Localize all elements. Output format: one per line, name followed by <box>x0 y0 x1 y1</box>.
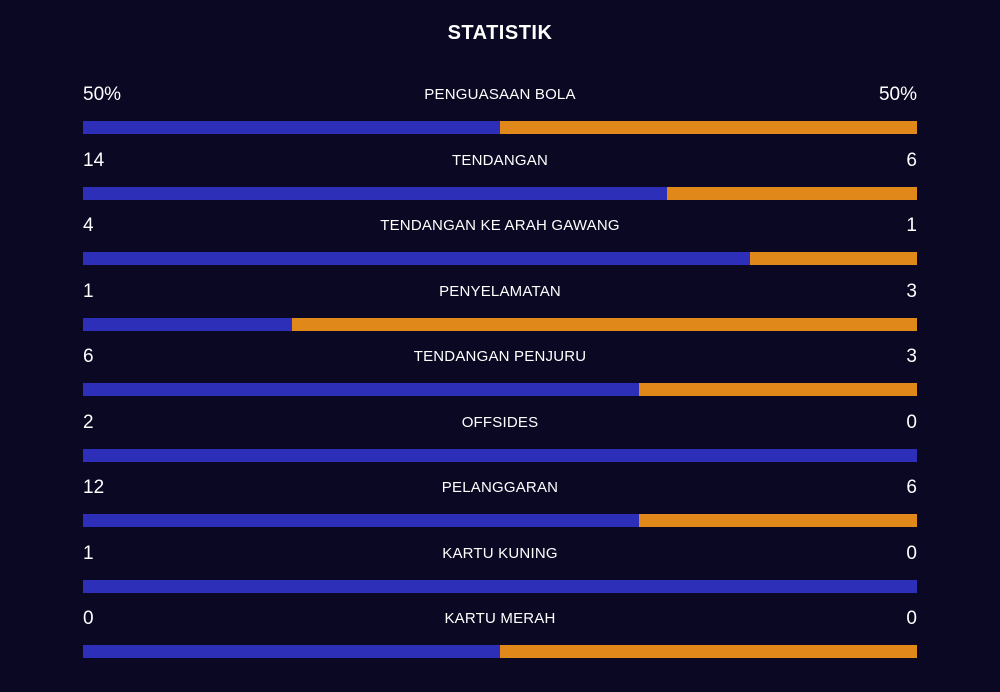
home-value: 14 <box>83 149 105 171</box>
comparison-bar <box>83 514 917 527</box>
home-value: 0 <box>83 608 94 629</box>
away-value: 3 <box>906 346 917 367</box>
away-value: 50% <box>878 84 917 105</box>
home-bar-segment <box>83 645 500 658</box>
home-value: 12 <box>83 477 105 498</box>
stat-label: TENDANGAN KE ARAH GAWANG <box>380 217 620 234</box>
comparison-bar <box>83 186 917 200</box>
home-value: 2 <box>83 411 94 433</box>
stat-row-red-cards: 0 KARTU MERAH 0 <box>83 606 917 670</box>
stat-label: TENDANGAN <box>452 151 548 169</box>
away-bar-segment <box>638 514 917 527</box>
home-value: 1 <box>83 280 94 302</box>
away-bar-segment <box>750 252 917 265</box>
home-bar-segment <box>83 448 917 462</box>
stat-label: KARTU KUNING <box>442 544 558 562</box>
home-bar-segment <box>83 579 917 593</box>
home-bar-segment <box>83 186 667 200</box>
away-value: 3 <box>906 280 917 302</box>
stat-row-offsides: 2 OFFSIDES 0 <box>83 410 917 474</box>
stat-label: PENGUASAAN BOLA <box>424 86 576 103</box>
away-bar-segment <box>291 317 917 331</box>
stat-row-possession: 50% PENGUASAAN BOLA 50% <box>83 82 917 146</box>
stat-label: OFFSIDES <box>461 413 539 431</box>
comparison-bar <box>83 252 917 265</box>
stat-row-fouls: 12 PELANGGARAN 6 <box>83 475 917 539</box>
away-value: 6 <box>906 149 917 171</box>
away-bar-segment <box>666 186 917 200</box>
away-bar-segment <box>638 383 917 396</box>
comparison-bar <box>83 317 917 331</box>
stat-label: KARTU MERAH <box>444 610 556 627</box>
away-value: 0 <box>906 542 917 564</box>
comparison-bar <box>83 121 917 134</box>
comparison-bar <box>83 645 917 658</box>
away-value: 6 <box>906 477 917 498</box>
home-value: 4 <box>83 215 94 236</box>
stat-row-corners: 6 TENDANGAN PENJURU 3 <box>83 344 917 408</box>
stat-row-shots-on-target: 4 TENDANGAN KE ARAH GAWANG 1 <box>83 213 917 277</box>
stat-row-yellow-cards: 1 KARTU KUNING 0 <box>83 541 917 605</box>
stat-row-saves: 1 PENYELAMATAN 3 <box>83 279 917 343</box>
stats-list: 50% PENGUASAAN BOLA 50% 14 TENDANGAN 6 4… <box>83 80 917 670</box>
stat-label: TENDANGAN PENJURU <box>413 348 587 365</box>
comparison-bar <box>83 579 917 593</box>
away-value: 1 <box>906 215 917 236</box>
home-bar-segment <box>83 252 751 265</box>
home-value: 50% <box>83 84 122 105</box>
home-bar-segment <box>83 121 500 134</box>
home-value: 6 <box>83 346 94 367</box>
stat-label: PELANGGARAN <box>441 479 559 496</box>
stats-title: STATISTIK <box>447 22 553 44</box>
away-bar-segment <box>500 121 917 134</box>
home-bar-segment <box>83 383 639 396</box>
away-value: 0 <box>906 411 917 433</box>
away-bar-segment <box>500 645 917 658</box>
home-bar-segment <box>83 514 639 527</box>
stat-label: PENYELAMATAN <box>439 282 561 300</box>
home-bar-segment <box>83 317 292 331</box>
away-value: 0 <box>906 608 917 629</box>
stat-row-shots: 14 TENDANGAN 6 <box>83 148 917 212</box>
comparison-bar <box>83 383 917 396</box>
home-value: 1 <box>83 542 94 564</box>
comparison-bar <box>83 448 917 462</box>
